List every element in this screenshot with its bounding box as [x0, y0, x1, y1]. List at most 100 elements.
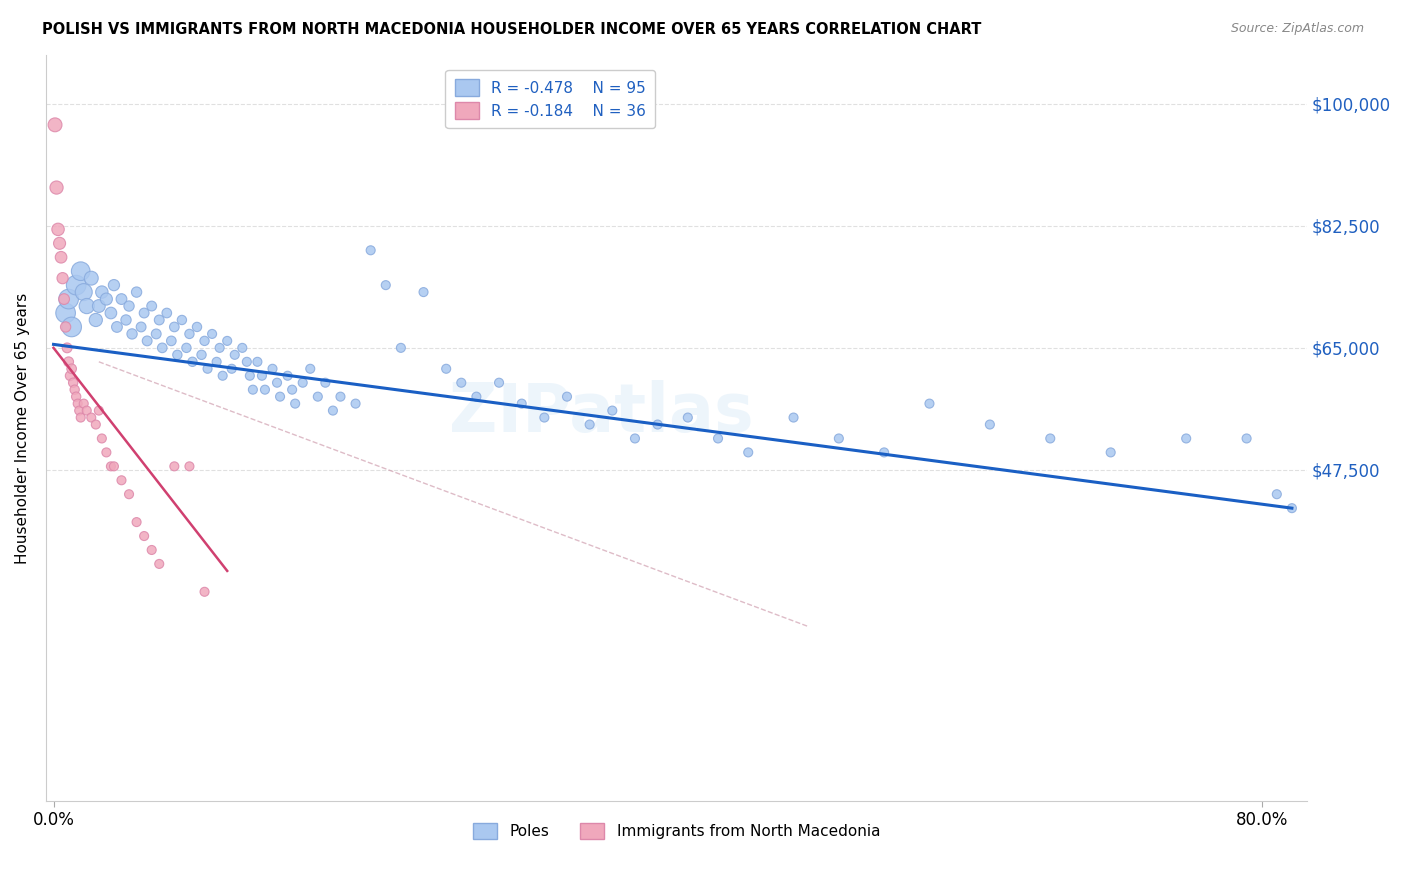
Point [1281, 501, 1303, 516]
Point [434, 361, 457, 376]
Point [211, 368, 233, 383]
Point [624, 432, 647, 446]
Point [193, 584, 215, 599]
Point [105, 320, 128, 334]
Point [1039, 432, 1062, 446]
Point [533, 410, 555, 425]
Point [1175, 432, 1198, 446]
Point [236, 355, 259, 369]
Point [488, 376, 510, 390]
Point [69, 410, 91, 425]
Point [239, 368, 262, 383]
Point [600, 403, 623, 417]
Point [44, 118, 66, 132]
Point [208, 341, 231, 355]
Point [134, 306, 156, 320]
Point [156, 306, 179, 320]
Point [176, 341, 198, 355]
Point [307, 390, 329, 404]
Point [179, 326, 201, 341]
Point [84, 417, 107, 432]
Point [676, 410, 699, 425]
Point [58, 292, 80, 306]
Point [281, 383, 304, 397]
Point [555, 390, 578, 404]
Point [52, 271, 75, 285]
Point [647, 417, 669, 432]
Point [45, 180, 67, 194]
Point [55, 320, 77, 334]
Point [266, 376, 288, 390]
Point [103, 278, 125, 293]
Point [231, 341, 253, 355]
Point [179, 459, 201, 474]
Point [145, 326, 167, 341]
Point [201, 326, 224, 341]
Point [148, 557, 170, 571]
Y-axis label: Householder Income Over 65 years: Householder Income Over 65 years [15, 293, 30, 564]
Point [314, 376, 336, 390]
Point [53, 292, 76, 306]
Point [160, 334, 183, 348]
Point [918, 396, 941, 410]
Point [121, 326, 143, 341]
Point [291, 376, 314, 390]
Point [782, 410, 804, 425]
Point [148, 313, 170, 327]
Point [262, 361, 284, 376]
Point [873, 445, 896, 459]
Point [49, 250, 72, 264]
Point [65, 278, 87, 293]
Point [707, 432, 730, 446]
Point [115, 313, 138, 327]
Point [1265, 487, 1288, 501]
Point [96, 445, 118, 459]
Point [269, 390, 291, 404]
Point [277, 368, 299, 383]
Point [329, 390, 352, 404]
Point [87, 403, 110, 417]
Point [284, 396, 307, 410]
Point [141, 299, 163, 313]
Legend: Poles, Immigrants from North Macedonia: Poles, Immigrants from North Macedonia [467, 816, 886, 846]
Point [141, 543, 163, 558]
Point [322, 403, 344, 417]
Point [166, 348, 188, 362]
Text: ZIPatlas: ZIPatlas [449, 380, 754, 446]
Point [59, 368, 82, 383]
Point [190, 348, 212, 362]
Point [299, 361, 322, 376]
Point [63, 383, 86, 397]
Point [979, 417, 1001, 432]
Point [67, 403, 90, 417]
Point [100, 306, 122, 320]
Point [55, 306, 77, 320]
Point [181, 355, 204, 369]
Point [221, 361, 243, 376]
Point [450, 376, 472, 390]
Point [1099, 445, 1122, 459]
Point [76, 403, 98, 417]
Point [129, 320, 152, 334]
Point [60, 320, 83, 334]
Point [465, 390, 488, 404]
Point [60, 361, 83, 376]
Point [242, 383, 264, 397]
Point [80, 410, 103, 425]
Point [412, 285, 434, 299]
Point [110, 473, 132, 487]
Point [100, 459, 122, 474]
Point [87, 299, 110, 313]
Point [389, 341, 412, 355]
Point [134, 529, 156, 543]
Point [578, 417, 600, 432]
Point [250, 368, 273, 383]
Point [96, 292, 118, 306]
Point [125, 285, 148, 299]
Point [197, 361, 219, 376]
Point [217, 334, 239, 348]
Point [246, 355, 269, 369]
Point [1236, 432, 1258, 446]
Point [84, 313, 107, 327]
Point [46, 222, 69, 236]
